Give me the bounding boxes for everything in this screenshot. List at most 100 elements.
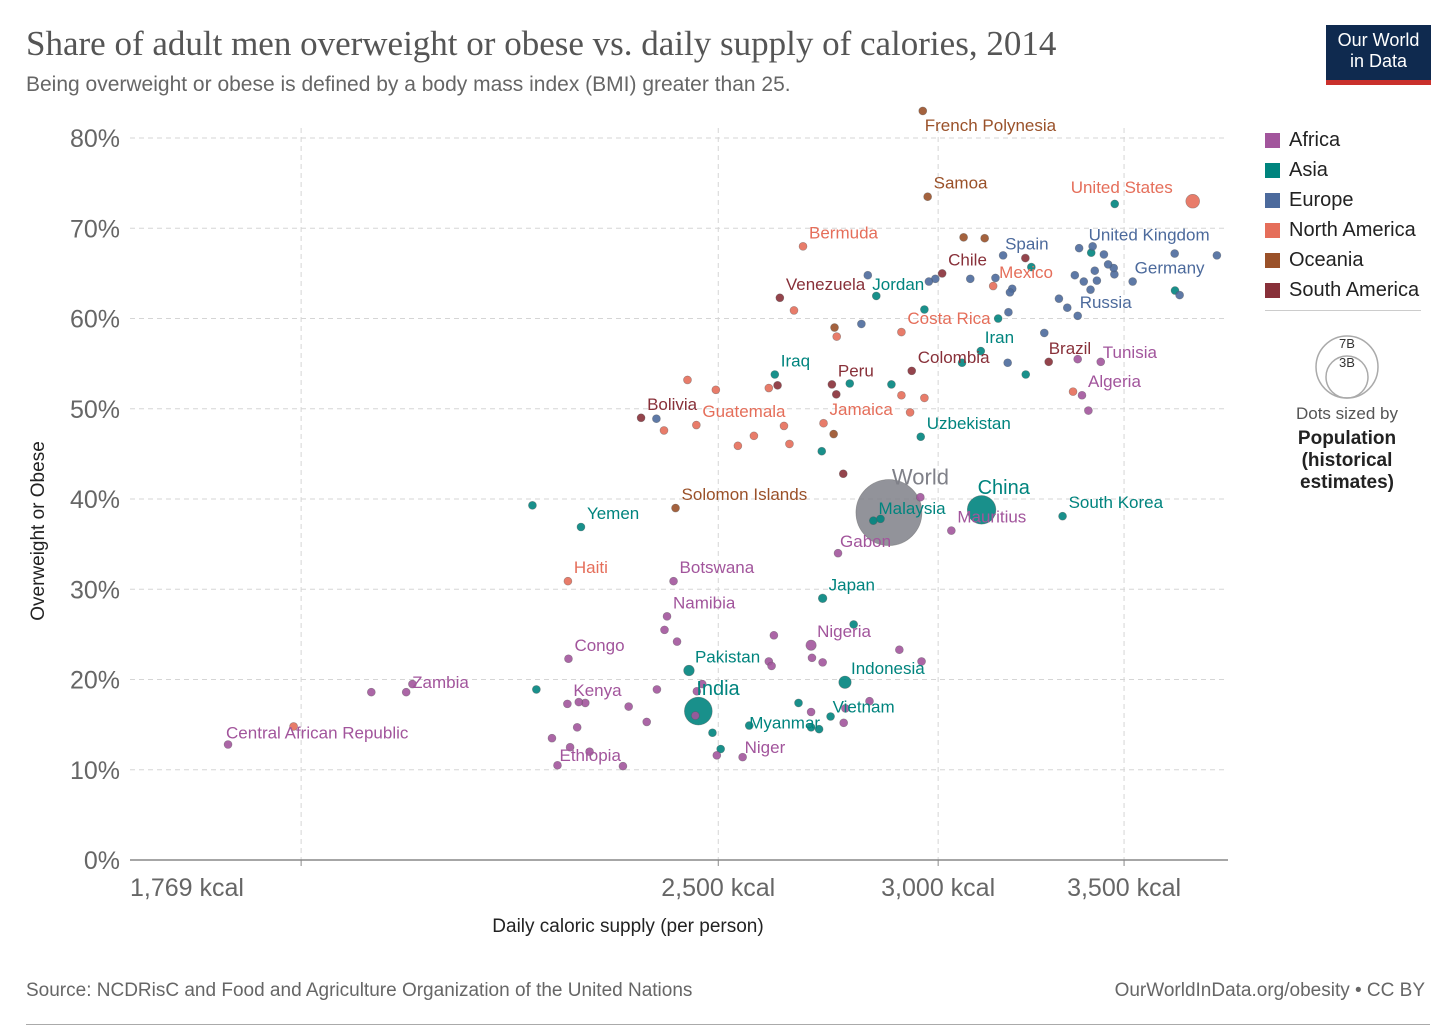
data-point[interactable] bbox=[692, 686, 702, 696]
legend-item-north-america[interactable]: North America bbox=[1265, 215, 1445, 245]
data-point[interactable] bbox=[711, 385, 721, 395]
data-point[interactable] bbox=[1054, 294, 1064, 303]
data-point[interactable] bbox=[642, 717, 652, 727]
data-point-pakistan[interactable] bbox=[683, 664, 695, 677]
data-point[interactable] bbox=[794, 698, 803, 708]
data-point[interactable] bbox=[957, 358, 967, 368]
data-point[interactable] bbox=[767, 661, 776, 671]
data-point-vietnam[interactable] bbox=[826, 712, 835, 721]
data-point[interactable] bbox=[1004, 307, 1013, 317]
data-point[interactable] bbox=[408, 679, 417, 689]
data-point-namibia[interactable] bbox=[662, 612, 672, 621]
data-point[interactable] bbox=[547, 733, 557, 743]
data-point[interactable] bbox=[1027, 262, 1036, 272]
data-point-mauritius[interactable] bbox=[947, 526, 956, 535]
data-point[interactable] bbox=[905, 408, 915, 417]
data-point[interactable] bbox=[807, 653, 817, 663]
data-point-colombia[interactable] bbox=[907, 366, 917, 376]
data-point-botswana[interactable] bbox=[669, 576, 678, 586]
data-point[interactable] bbox=[1021, 370, 1031, 379]
data-point[interactable] bbox=[585, 747, 594, 757]
data-point[interactable] bbox=[789, 306, 799, 315]
data-point[interactable] bbox=[708, 728, 717, 738]
data-point[interactable] bbox=[959, 233, 968, 242]
data-point[interactable] bbox=[991, 273, 1000, 283]
data-point[interactable] bbox=[849, 620, 858, 629]
data-point[interactable] bbox=[572, 723, 582, 732]
data-point[interactable] bbox=[1170, 249, 1179, 258]
data-point[interactable] bbox=[1086, 285, 1095, 294]
data-point-costa-rica[interactable] bbox=[897, 327, 906, 337]
data-point-japan[interactable] bbox=[817, 593, 828, 603]
data-point-united-kingdom[interactable] bbox=[1088, 242, 1097, 251]
data-point[interactable] bbox=[683, 375, 692, 385]
data-point-myanmar[interactable] bbox=[744, 721, 754, 730]
data-point-spain[interactable] bbox=[998, 251, 1008, 260]
data-point[interactable] bbox=[367, 687, 376, 697]
data-point[interactable] bbox=[652, 414, 661, 424]
source-note[interactable]: Source: NCDRisC and Food and Agriculture… bbox=[26, 980, 693, 1001]
data-point[interactable] bbox=[895, 645, 904, 655]
data-point[interactable] bbox=[830, 323, 839, 332]
data-point[interactable] bbox=[1003, 358, 1012, 368]
data-point-ethiopia[interactable] bbox=[553, 760, 562, 770]
data-point[interactable] bbox=[1079, 277, 1089, 286]
data-point[interactable] bbox=[779, 421, 789, 431]
data-point[interactable] bbox=[618, 761, 628, 771]
data-point-jordan[interactable] bbox=[871, 291, 881, 301]
data-point-haiti[interactable] bbox=[563, 576, 573, 586]
data-point[interactable] bbox=[920, 393, 929, 403]
data-point[interactable] bbox=[832, 332, 842, 341]
data-point[interactable] bbox=[1005, 288, 1015, 297]
data-point[interactable] bbox=[749, 431, 759, 441]
data-point[interactable] bbox=[1175, 290, 1184, 300]
data-point[interactable] bbox=[1110, 199, 1120, 209]
data-point[interactable] bbox=[857, 319, 866, 329]
legend-item-europe[interactable]: Europe bbox=[1265, 185, 1445, 215]
data-point[interactable] bbox=[920, 305, 929, 314]
data-point-malaysia[interactable] bbox=[876, 514, 885, 524]
data-point[interactable] bbox=[1212, 251, 1222, 260]
data-point-gabon[interactable] bbox=[833, 548, 843, 558]
data-point-peru[interactable] bbox=[827, 380, 837, 389]
data-point[interactable] bbox=[839, 718, 848, 728]
data-point-india[interactable] bbox=[684, 696, 713, 726]
data-point[interactable] bbox=[1070, 270, 1080, 280]
legend-item-africa[interactable]: Africa bbox=[1265, 125, 1445, 155]
data-point[interactable] bbox=[917, 657, 926, 666]
data-point-niger[interactable] bbox=[738, 752, 747, 762]
data-point-jamaica[interactable] bbox=[819, 418, 828, 428]
data-point-guatemala[interactable] bbox=[692, 420, 701, 430]
data-point-algeria[interactable] bbox=[1077, 390, 1087, 400]
data-point[interactable] bbox=[916, 492, 925, 502]
data-point-indonesia[interactable] bbox=[838, 675, 852, 689]
data-point[interactable] bbox=[532, 685, 541, 694]
data-point-mexico[interactable] bbox=[988, 281, 998, 291]
data-point-congo[interactable] bbox=[564, 654, 573, 664]
data-point[interactable] bbox=[565, 742, 575, 752]
data-point[interactable] bbox=[712, 751, 722, 760]
data-point[interactable] bbox=[1073, 354, 1083, 364]
data-point[interactable] bbox=[1084, 406, 1093, 415]
data-point[interactable] bbox=[672, 637, 682, 646]
data-point[interactable] bbox=[1074, 243, 1084, 253]
data-point[interactable] bbox=[691, 711, 700, 720]
data-point[interactable] bbox=[814, 724, 824, 734]
data-point[interactable] bbox=[1103, 260, 1113, 269]
data-point-yemen[interactable] bbox=[576, 522, 586, 532]
data-point[interactable] bbox=[993, 314, 1003, 323]
data-point[interactable] bbox=[845, 379, 855, 388]
data-point[interactable] bbox=[806, 707, 816, 717]
data-point-bolivia[interactable] bbox=[636, 413, 646, 423]
data-point-samoa[interactable] bbox=[923, 192, 932, 202]
data-point[interactable] bbox=[1062, 303, 1072, 313]
data-point[interactable] bbox=[1068, 387, 1078, 396]
data-point[interactable] bbox=[660, 625, 669, 635]
data-point[interactable] bbox=[574, 697, 584, 707]
data-point[interactable] bbox=[838, 469, 848, 479]
data-point[interactable] bbox=[289, 722, 298, 731]
data-point[interactable] bbox=[829, 429, 838, 439]
data-point[interactable] bbox=[652, 685, 662, 694]
data-point-bermuda[interactable] bbox=[798, 242, 808, 251]
data-point-tunisia[interactable] bbox=[1096, 357, 1106, 367]
